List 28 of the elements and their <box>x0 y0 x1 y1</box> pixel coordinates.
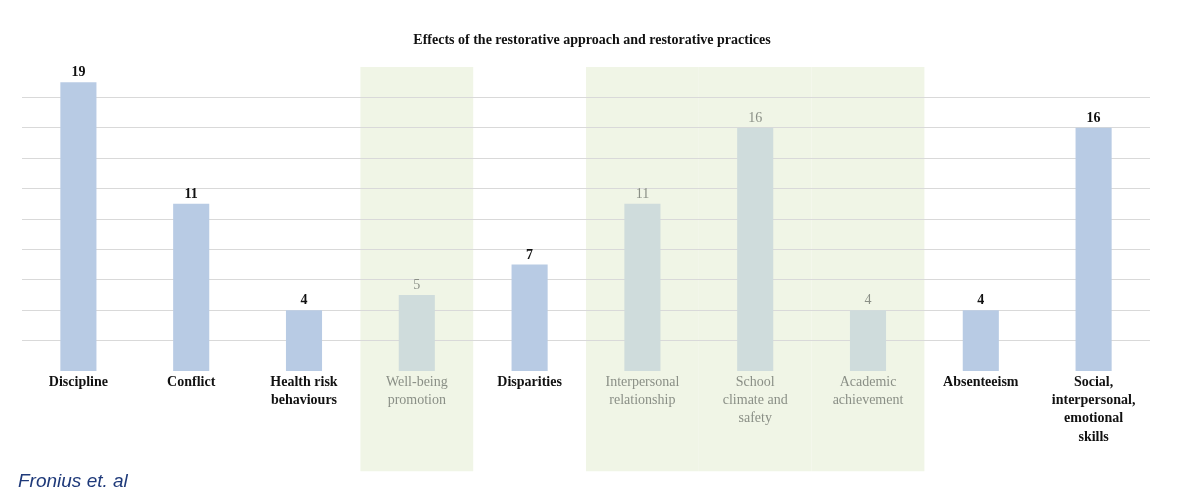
data-label: 4 <box>300 292 308 308</box>
x-tick-label: School climate and safety <box>722 374 788 426</box>
data-label: 19 <box>71 64 86 80</box>
bar <box>1075 127 1112 371</box>
bar <box>60 82 97 371</box>
chart-title: Effects of the restorative approach and restorative practices <box>413 32 772 48</box>
x-tick-label: Health risk behaviours <box>270 374 338 408</box>
data-label: 4 <box>977 292 985 308</box>
x-tick-label: Social, interpersonal, emotional skills <box>1051 374 1136 444</box>
x-tick-label: Interpersonal relationship <box>605 374 680 408</box>
bar <box>285 310 323 371</box>
data-label: 4 <box>864 292 872 308</box>
data-label: 16 <box>748 109 763 125</box>
x-tick-label: Academic achievement <box>832 374 904 408</box>
bar <box>511 264 548 371</box>
text: Fronius et. al <box>18 470 129 491</box>
bar <box>173 203 210 371</box>
data-label: 16 <box>1086 109 1101 125</box>
data-label: 7 <box>526 246 534 262</box>
x-tick-label: Absenteeism <box>943 374 1019 389</box>
bar <box>962 310 999 371</box>
data-label: 11 <box>635 185 650 201</box>
data-label: 5 <box>413 277 421 292</box>
x-tick-label: Well-being promotion <box>385 374 448 408</box>
x-tick-label: Conflict <box>167 374 216 389</box>
x-tick-label: Disparities <box>497 374 563 389</box>
x-tick-label: Discipline <box>48 374 108 389</box>
data-label: 11 <box>184 185 198 201</box>
